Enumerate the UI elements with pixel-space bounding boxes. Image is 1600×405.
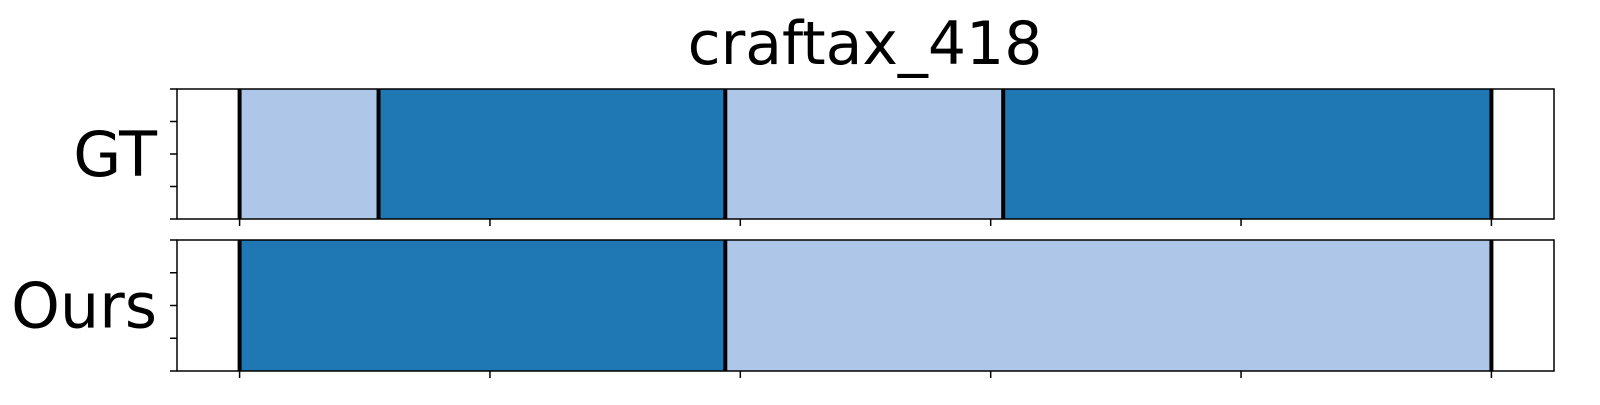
segment-bar — [1003, 89, 1492, 219]
row-1: Ours — [11, 239, 1555, 378]
rows-layer: GT Ours — [11, 88, 1555, 378]
segment-bar — [378, 89, 726, 219]
row-0: GT — [73, 88, 1555, 226]
segment-bar — [725, 89, 1004, 219]
segment-bar — [239, 89, 379, 219]
row-label: Ours — [11, 270, 157, 343]
row-label: GT — [73, 118, 158, 191]
chart-title: craftax_418 — [688, 9, 1043, 79]
segment-bar — [239, 240, 726, 371]
segment-bar — [725, 240, 1492, 371]
